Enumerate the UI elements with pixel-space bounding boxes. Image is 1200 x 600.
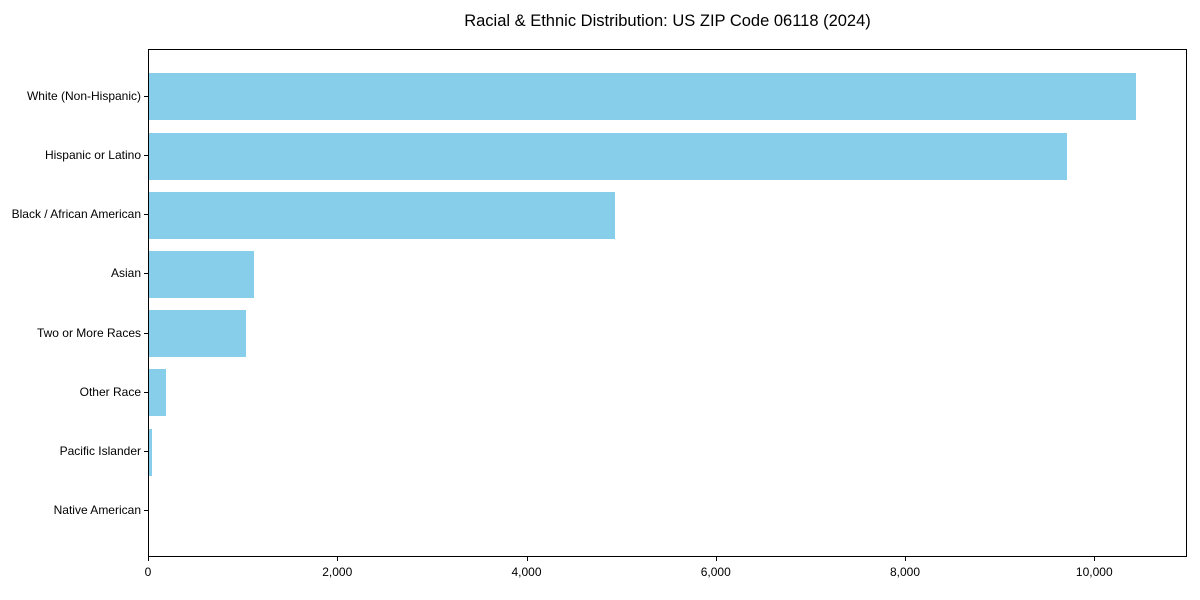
bar xyxy=(149,73,1136,121)
y-axis-tick xyxy=(144,273,148,275)
y-axis-label: Pacific Islander xyxy=(59,444,141,458)
bar xyxy=(149,428,152,476)
bar xyxy=(149,191,615,239)
x-axis-tick xyxy=(526,557,528,561)
x-axis: 0 2,000 4,000 6,000 8,000 10,000 xyxy=(144,557,1187,587)
plot-area xyxy=(148,49,1187,557)
x-axis-tick-label: 0 xyxy=(144,565,152,579)
y-axis-tick xyxy=(144,214,148,216)
chart-title: Racial & Ethnic Distribution: US ZIP Cod… xyxy=(464,12,871,30)
x-axis-tick xyxy=(715,557,717,561)
y-axis-tick xyxy=(144,451,148,452)
y-axis-label: Other Race xyxy=(79,384,141,399)
x-axis-tick xyxy=(905,557,906,561)
y-axis-tick xyxy=(144,332,148,334)
y-axis-label: White (Non-Hispanic) xyxy=(26,88,141,103)
y-axis-tick xyxy=(144,155,148,156)
x-axis-tick-label: 6,000 xyxy=(700,565,731,579)
y-axis-label: Native American xyxy=(53,503,141,518)
x-axis-tick xyxy=(1094,557,1096,561)
x-axis-tick-label: 4,000 xyxy=(511,565,542,579)
bar xyxy=(149,369,167,417)
x-axis-tick-label: 8,000 xyxy=(889,565,921,579)
bar xyxy=(149,132,1067,180)
x-axis-tick-label: 10,000 xyxy=(1075,565,1113,579)
x-axis-tick-label: 2,000 xyxy=(322,565,353,579)
y-axis-tick xyxy=(144,95,148,97)
x-axis-tick xyxy=(337,557,339,561)
y-axis-label: Black / African American xyxy=(11,207,141,222)
x-axis-tick xyxy=(148,557,149,561)
bars-container xyxy=(149,50,1186,556)
y-axis-label: Asian xyxy=(110,266,141,281)
bar xyxy=(149,250,254,298)
bar xyxy=(149,310,246,358)
y-axis-tick xyxy=(144,510,148,512)
y-axis-label: Two or More Races xyxy=(36,325,141,340)
y-axis-tick xyxy=(144,391,148,393)
y-axis-label: Hispanic or Latino xyxy=(44,148,141,162)
